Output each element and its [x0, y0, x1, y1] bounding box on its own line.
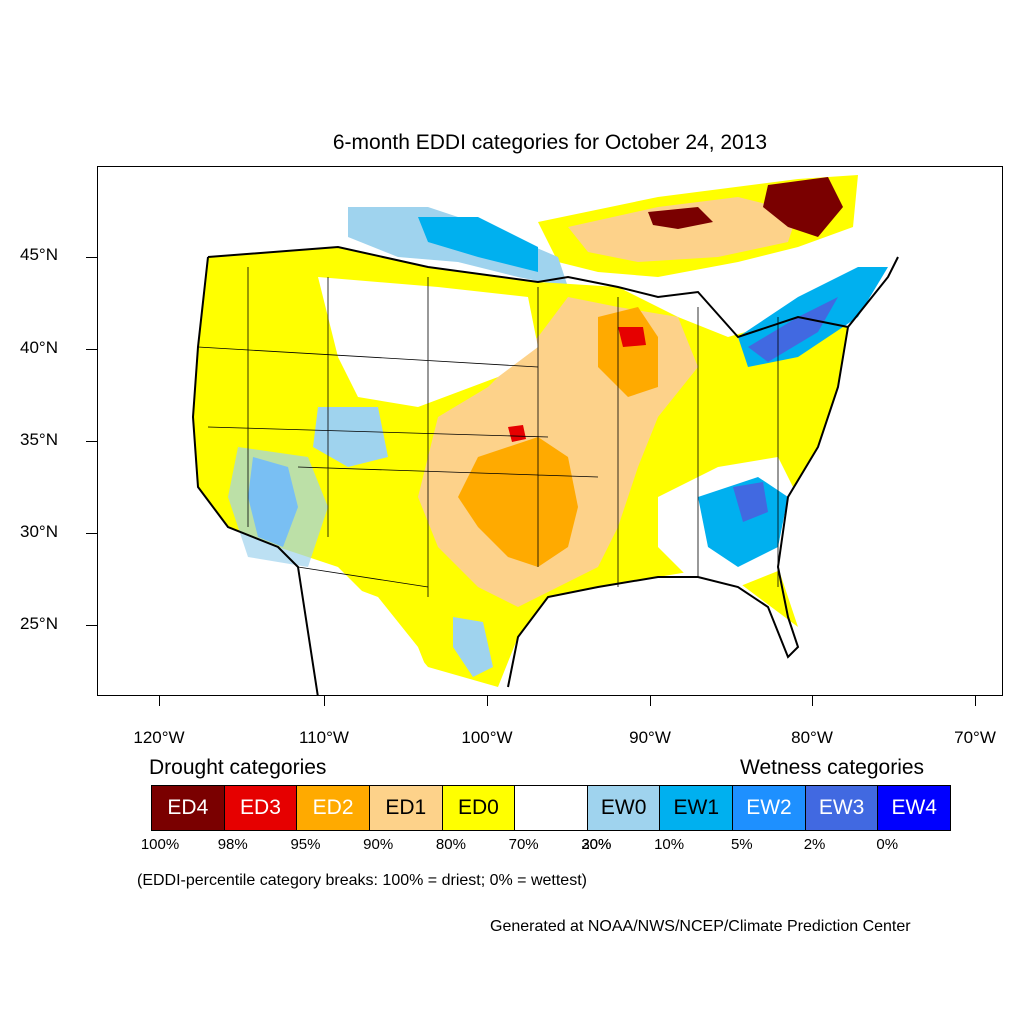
lon-label-80: 80°W: [791, 728, 833, 747]
lon-label-90: 90°W: [629, 728, 671, 747]
legend-box: EW0: [587, 786, 661, 830]
lon-tick: [975, 696, 976, 706]
percent-break-label: 70%: [508, 836, 539, 853]
legend-box: ED3: [224, 786, 298, 830]
percent-break-label: 2%: [803, 836, 826, 853]
lat-tick: [86, 533, 97, 534]
lat-label-45: 45°N: [20, 245, 58, 264]
credit-text: Generated at NOAA/NWS/NCEP/Climate Predi…: [490, 918, 911, 935]
mexico-white: [288, 567, 438, 695]
percent-break-label: 95%: [290, 836, 321, 853]
lon-label-120: 120°W: [133, 728, 185, 747]
lon-label-100: 100°W: [461, 728, 513, 747]
legend-box: EW1: [660, 786, 734, 830]
canada-ew1-region: [418, 217, 538, 272]
canada-ed4-region-2: [648, 207, 713, 229]
colorado-ew0-region: [313, 407, 388, 467]
lon-tick: [650, 696, 651, 706]
percent-break-label: 30%: [581, 836, 612, 853]
category-legend: ED4 ED3 ED2 ED1 ED0 EW0 EW1 EW2 EW3 EW4: [151, 785, 951, 831]
lon-tick: [812, 696, 813, 706]
legend-box: EW4: [878, 786, 951, 830]
drought-categories-heading: Drought categories: [149, 756, 327, 779]
percent-break-label: 20%: [581, 836, 612, 853]
canada-ed4-region: [763, 177, 843, 237]
state-borders: [197, 267, 779, 597]
plains-ed2-region: [458, 437, 578, 567]
lon-tick: [159, 696, 160, 706]
percent-break-label: 0%: [876, 836, 899, 853]
percent-break-label: 90%: [363, 836, 394, 853]
lat-label-30: 30°N: [20, 522, 58, 541]
legend-box: [515, 786, 588, 830]
category-note: (EDDI-percentile category breaks: 100% =…: [137, 872, 587, 889]
lat-tick: [86, 441, 97, 442]
legend-box: ED4: [152, 786, 225, 830]
lat-tick: [86, 349, 97, 350]
percent-break-label: 98%: [217, 836, 248, 853]
lon-label-70: 70°W: [954, 728, 996, 747]
eddi-map: [97, 166, 1003, 696]
lat-label-40: 40°N: [20, 338, 58, 357]
percent-break-label: 100%: [140, 836, 180, 853]
legend-box: EW2: [733, 786, 806, 830]
lat-tick: [86, 257, 97, 258]
legend-box: ED0: [442, 786, 516, 830]
southeast-ew3-region: [733, 482, 768, 522]
lon-tick: [324, 696, 325, 706]
canada-ed1-region: [568, 197, 798, 262]
legend-box: ED1: [369, 786, 443, 830]
lat-tick: [86, 625, 97, 626]
coastline-outline: [191, 245, 899, 695]
map-canvas: [191, 175, 899, 695]
kansas-ed3-spot: [508, 425, 526, 442]
lat-label-35: 35°N: [20, 430, 58, 449]
lon-tick: [487, 696, 488, 706]
percent-break-label: 80%: [435, 836, 466, 853]
percent-break-label: 10%: [654, 836, 685, 853]
wisconsin-ed3-spot: [618, 327, 646, 347]
lon-label-110: 110°W: [299, 728, 349, 747]
legend-box: ED2: [297, 786, 370, 830]
texas-wet-region: [453, 617, 493, 677]
wetness-categories-heading: Wetness categories: [740, 756, 925, 779]
northeast-ew3-region: [748, 297, 838, 362]
percent-break-label: 5%: [730, 836, 753, 853]
map-title: 6-month EDDI categories for October 24, …: [332, 131, 768, 154]
legend-box: EW3: [805, 786, 879, 830]
lat-label-25: 25°N: [20, 614, 58, 633]
